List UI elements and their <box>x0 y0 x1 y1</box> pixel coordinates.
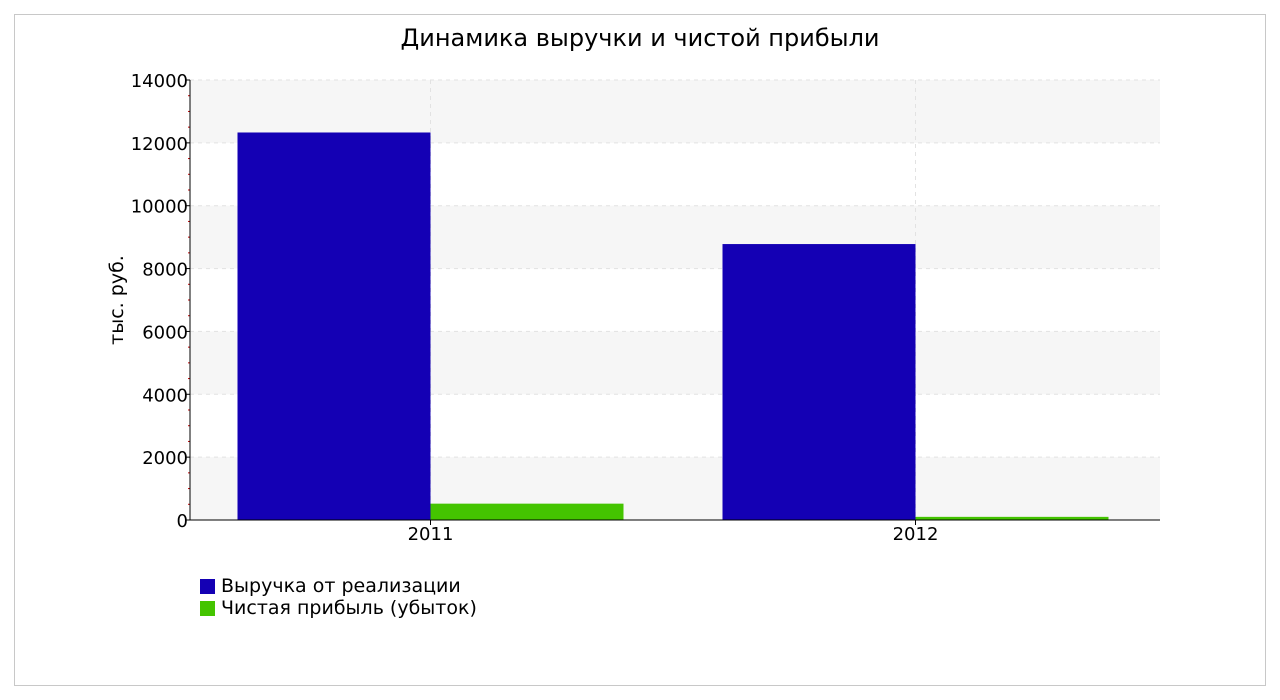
legend-swatch-revenue <box>200 578 215 594</box>
y-tick-label: 4000 <box>142 385 188 406</box>
legend-label-net-profit: Чистая прибыль (убыток) <box>221 597 477 619</box>
bar-revenue-2012 <box>722 244 916 521</box>
y-tick-label: 12000 <box>131 134 188 155</box>
y-tick-label: 2000 <box>142 448 188 469</box>
bar-net-profit-2012 <box>915 516 1109 520</box>
x-tick-label: 2011 <box>408 524 454 545</box>
y-axis-label: тыс. руб. <box>106 255 128 345</box>
x-tick-label: 2012 <box>893 524 939 545</box>
y-tick-label: 8000 <box>142 260 188 281</box>
legend: Выручка от реализации Чистая прибыль (уб… <box>200 575 477 619</box>
chart-title: Динамика выручки и чистой прибыли <box>400 24 880 52</box>
bar-revenue-2011 <box>237 132 431 520</box>
legend-item-net-profit: Чистая прибыль (убыток) <box>200 597 477 619</box>
y-tick-label: 10000 <box>131 197 188 218</box>
legend-swatch-net-profit <box>200 600 215 616</box>
y-tick-label: 6000 <box>142 322 188 343</box>
legend-item-revenue: Выручка от реализации <box>200 575 477 597</box>
bar-net-profit-2011 <box>430 503 624 520</box>
y-tick-label: 14000 <box>131 71 188 92</box>
grid-band <box>190 80 1160 143</box>
legend-label-revenue: Выручка от реализации <box>221 575 461 597</box>
y-tick-label: 0 <box>177 511 188 532</box>
